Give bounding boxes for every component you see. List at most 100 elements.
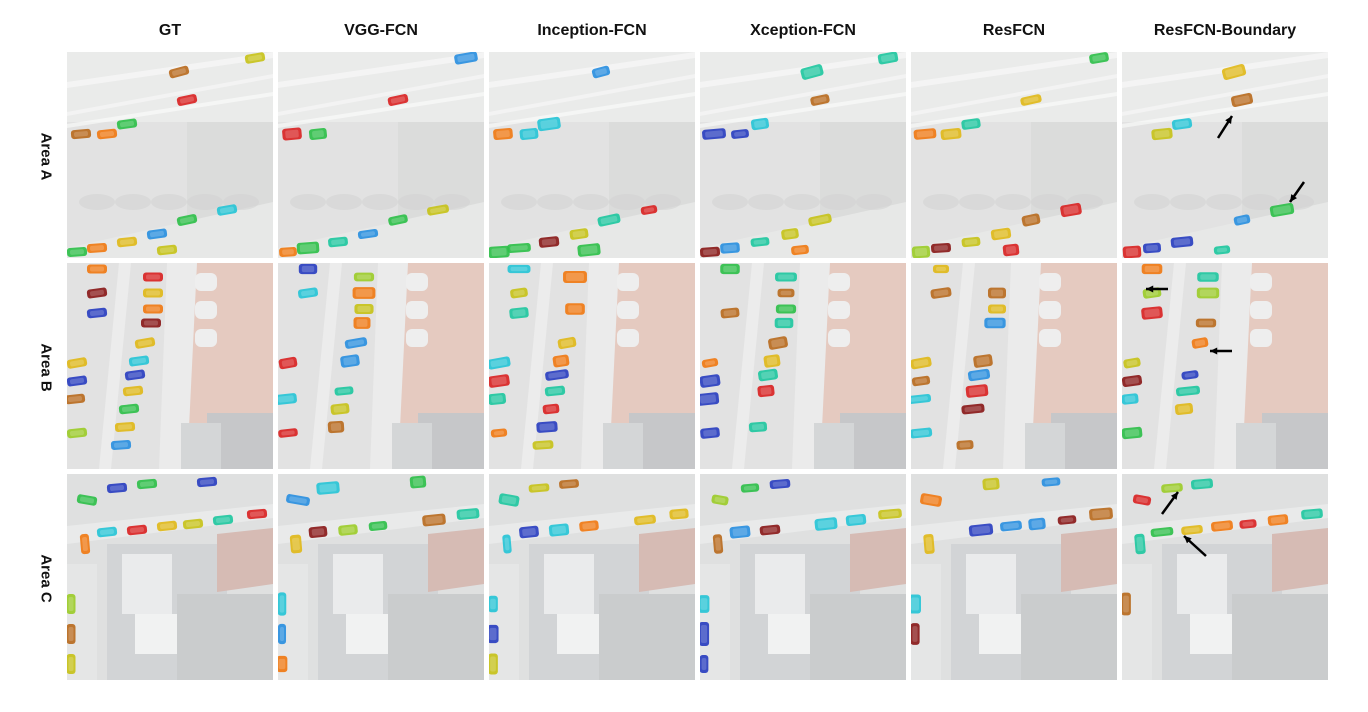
car-segment — [729, 525, 751, 539]
car-segment — [1210, 520, 1234, 532]
car-segment — [1000, 520, 1022, 532]
car-segment — [244, 52, 266, 64]
car-segment — [528, 483, 550, 493]
car-segment — [344, 337, 368, 349]
car-segment — [731, 129, 749, 139]
car-segment — [781, 228, 799, 240]
car-segment — [182, 518, 204, 530]
car-segment — [1122, 245, 1142, 258]
car-segment — [489, 374, 510, 388]
car-segment — [502, 534, 512, 554]
car-segment — [968, 523, 994, 537]
car-segment — [353, 272, 375, 282]
car-segment — [878, 508, 902, 520]
arrow-icon — [1216, 115, 1234, 139]
car-segment — [86, 287, 108, 299]
car-segment — [774, 317, 794, 329]
car-segment — [1230, 92, 1254, 108]
car-segment — [1150, 526, 1174, 538]
car-segment — [1132, 494, 1152, 506]
car-segment — [700, 655, 709, 673]
car-segment — [86, 243, 108, 253]
car-segment — [289, 534, 303, 554]
car-segment — [141, 318, 161, 328]
car-segment — [76, 494, 98, 506]
tile-area-b-vgg-fcn — [278, 263, 484, 469]
car-segment — [212, 514, 234, 526]
car-segment — [67, 375, 88, 387]
column-header-vgg-fcn: VGG-FCN — [344, 22, 418, 39]
car-segment — [456, 508, 480, 520]
car-segment — [519, 525, 539, 539]
car-segment — [961, 236, 981, 248]
car-segment — [426, 204, 450, 216]
car-segment — [532, 440, 554, 450]
car-segment — [911, 623, 920, 645]
car-segment — [565, 303, 585, 315]
row-label-area-a: Area A — [37, 132, 55, 180]
car-segment — [1221, 64, 1247, 80]
car-segment — [106, 482, 128, 494]
car-segment — [296, 241, 320, 255]
car-segment — [748, 421, 768, 433]
car-segment — [454, 52, 478, 65]
car-segment — [334, 386, 354, 396]
car-segment — [352, 287, 376, 299]
car-segment — [282, 127, 302, 141]
car-segment — [422, 513, 446, 527]
car-segment — [70, 128, 92, 140]
car-segment — [768, 336, 788, 350]
car-segment — [669, 508, 689, 520]
car-segment — [489, 245, 510, 258]
tile-area-b-resfcn-boundary — [1122, 263, 1328, 469]
car-segment — [548, 523, 570, 537]
car-segment — [493, 127, 513, 141]
car-segment — [67, 357, 88, 369]
car-segment — [720, 242, 740, 254]
tile-area-a-vgg-fcn — [278, 52, 484, 258]
car-segment — [973, 354, 993, 368]
car-segment — [330, 403, 350, 415]
car-segment — [537, 116, 561, 132]
car-segment — [1196, 287, 1220, 299]
car-segment — [1301, 508, 1323, 520]
car-segment — [1002, 243, 1020, 257]
car-segment — [1233, 214, 1251, 226]
car-segment — [763, 354, 781, 368]
car-segment — [701, 358, 719, 368]
car-segment — [308, 127, 328, 141]
car-segment — [340, 354, 360, 368]
car-segment — [940, 128, 962, 140]
car-segment — [387, 94, 409, 106]
car-segment — [357, 228, 379, 240]
car-segment — [1197, 272, 1219, 282]
car-segment — [507, 243, 531, 253]
car-segment — [932, 264, 950, 274]
car-segment — [510, 287, 528, 299]
car-segment — [67, 654, 76, 674]
car-segment — [338, 524, 358, 536]
car-segment — [1213, 245, 1231, 255]
car-segment — [116, 236, 138, 248]
column-header-inception-fcn: Inception-FCN — [537, 22, 647, 39]
car-segment — [114, 422, 136, 432]
car-segment — [489, 595, 498, 613]
car-segment — [368, 520, 388, 532]
tile-area-b-inception-fcn — [489, 263, 695, 469]
car-segment — [930, 242, 952, 254]
car-segment — [509, 307, 529, 319]
car-segment — [286, 494, 310, 506]
column-header-resfcn: ResFCN — [982, 22, 1046, 39]
arrow-icon — [1288, 181, 1306, 203]
car-segment — [911, 393, 932, 405]
car-segment — [1041, 477, 1061, 487]
car-segment — [577, 243, 601, 257]
car-segment — [86, 307, 108, 319]
car-segment — [877, 52, 899, 65]
car-segment — [987, 304, 1007, 314]
car-segment — [176, 94, 198, 106]
car-segment — [911, 356, 932, 370]
car-segment — [308, 526, 328, 538]
car-segment — [987, 287, 1007, 299]
car-segment — [720, 307, 740, 319]
